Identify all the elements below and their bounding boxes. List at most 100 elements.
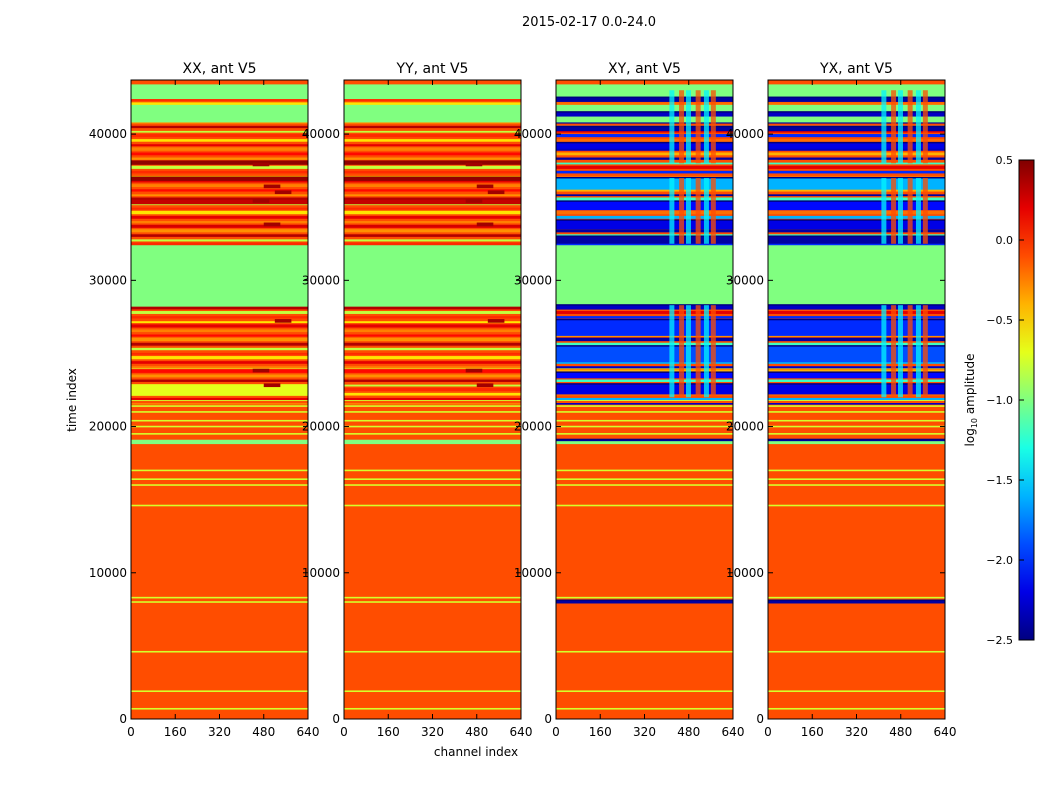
heatmap-column <box>685 90 691 164</box>
heatmap-column <box>695 90 701 164</box>
heatmap-line <box>131 484 308 486</box>
heatmap-stripe <box>344 220 521 224</box>
heatmap-line <box>768 504 945 507</box>
heatmap-stripe <box>768 102 945 106</box>
heatmap-band <box>556 305 733 310</box>
heatmap-block <box>768 439 945 445</box>
x-tick-label: 480 <box>889 725 912 739</box>
heatmap-stripe <box>131 184 308 188</box>
y-tick-label: 30000 <box>302 273 340 287</box>
heatmap-line <box>556 371 733 373</box>
heatmap-line <box>344 707 521 710</box>
heatmap-stripe <box>344 170 521 174</box>
heatmap-stripe <box>768 170 945 174</box>
x-tick-label: 480 <box>252 725 275 739</box>
heatmap-stripe <box>131 170 308 174</box>
heatmap-block <box>131 104 308 123</box>
heatmap-band <box>768 142 945 149</box>
heatmap-band <box>768 600 945 604</box>
heatmap-block <box>344 84 521 100</box>
heatmap-line <box>768 304 945 306</box>
heatmap-stripe <box>344 337 521 342</box>
heatmap-column <box>710 177 716 244</box>
heatmap-stripe <box>131 152 308 156</box>
heatmap-patch <box>465 368 483 373</box>
heatmap-line <box>768 596 945 599</box>
heatmap-column <box>710 90 716 164</box>
heatmap-line <box>556 411 733 413</box>
heatmap-stripe <box>344 234 521 237</box>
y-axis-label: time index <box>65 368 79 432</box>
heatmap-stripe <box>131 374 308 378</box>
heatmap-band <box>768 372 945 379</box>
heatmap-column <box>703 177 709 244</box>
heatmap-line <box>131 478 308 480</box>
panel-3: XY, ant V5 0 160 320 480 640 0 10000 20000 30000 4… <box>514 61 745 739</box>
panel-1: XX, ant V5 0 160 320 480 640 0 10000 20000 30000 4… <box>89 61 320 739</box>
heatmap-stripe <box>344 242 521 246</box>
heatmap-line <box>556 707 733 710</box>
heatmap-column <box>679 305 685 398</box>
heatmap-stripe <box>768 162 945 165</box>
heatmap-band <box>131 199 308 205</box>
heatmap-patch <box>263 383 281 388</box>
colorbar-tick-label: −2.5 <box>986 634 1013 647</box>
heatmap-line <box>768 707 945 710</box>
heatmap-band <box>556 97 733 102</box>
heatmap-line <box>344 601 521 603</box>
heatmap-band <box>131 160 308 165</box>
heatmap-stripe <box>344 311 521 314</box>
heatmap-line <box>768 96 945 99</box>
heatmap-line <box>768 200 945 202</box>
y-tick-label: 10000 <box>89 566 127 580</box>
heatmap-band <box>344 224 521 228</box>
heatmap-stripe <box>768 189 945 192</box>
heatmap-stripe <box>768 337 945 342</box>
heatmap-column <box>669 305 675 398</box>
heatmap-line <box>768 469 945 472</box>
heatmap-stripe <box>131 125 308 129</box>
heatmap-stripe <box>768 215 945 219</box>
heatmap-stripe <box>344 189 521 192</box>
heatmap-stripe <box>556 162 733 165</box>
heatmap-stripe <box>556 134 733 138</box>
heatmap-patch <box>274 190 292 195</box>
heatmap-stripe <box>768 147 945 151</box>
x-tick-label: 0 <box>764 725 772 739</box>
heatmap-column <box>703 90 709 164</box>
heatmap-column <box>922 90 928 164</box>
heatmap-stripe <box>344 369 521 373</box>
heatmap-line <box>768 235 945 237</box>
panel-title: XY, ant V5 <box>608 61 681 77</box>
heatmap-stripe <box>344 397 521 401</box>
heatmap-stripe <box>131 157 308 160</box>
heatmap-stripe <box>344 165 521 169</box>
heatmap-stripe <box>556 366 733 369</box>
heatmap-column <box>922 305 928 398</box>
heatmap-stripe <box>344 152 521 156</box>
heatmap-stripe <box>344 210 521 215</box>
heatmap-stripe <box>131 369 308 373</box>
y-tick-label: 20000 <box>302 420 340 434</box>
heatmap-line <box>556 690 733 693</box>
heatmap-column <box>881 177 887 244</box>
heatmap-stripe <box>556 242 733 246</box>
heatmap-stripe <box>344 316 521 319</box>
heatmap-line <box>131 707 308 710</box>
heatmap-band <box>556 600 733 604</box>
heatmap-stripe <box>344 207 521 210</box>
heatmap-stripe <box>131 329 308 333</box>
heatmap-stripe <box>344 139 521 142</box>
panel-title: YY, ant V5 <box>396 61 469 77</box>
heatmap-band <box>556 126 733 132</box>
heatmap-line <box>768 599 945 602</box>
heatmap-stripe <box>556 130 733 133</box>
heatmap-band <box>131 176 308 181</box>
heatmap-line <box>344 596 521 599</box>
heatmap-column <box>685 177 691 244</box>
heatmap-stripe <box>344 356 521 360</box>
heatmap-stripe <box>131 139 308 142</box>
heatmap-stripe <box>131 144 308 147</box>
heatmap-line <box>768 405 945 407</box>
heatmap-stripe <box>131 316 308 319</box>
